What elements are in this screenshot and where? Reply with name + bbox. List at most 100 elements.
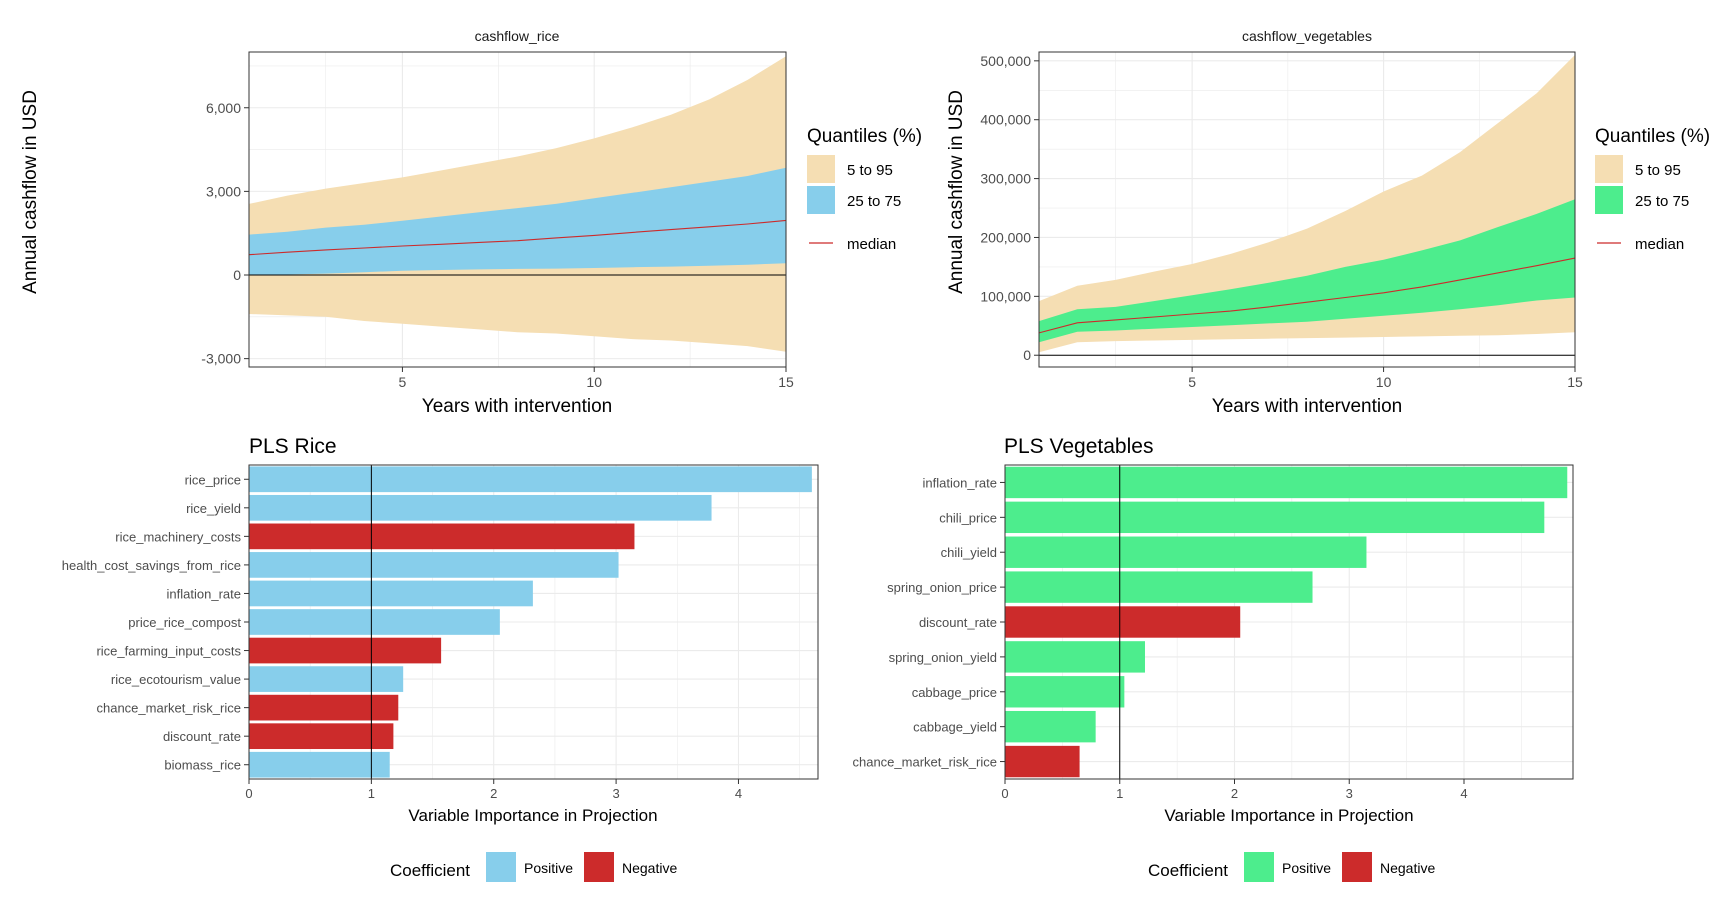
pls-rice-category-label: rice_yield: [186, 501, 241, 516]
pls-rice-bar-rice-price: [249, 466, 812, 493]
pls-veg-x-axis-label: Variable Importance in Projection: [1164, 806, 1413, 825]
pls-rice-bar-inflation-rate: [249, 580, 533, 607]
pls-veg-bar-inflation-rate: [1005, 466, 1568, 499]
pls-veg-bar-spring-onion-yield: [1005, 641, 1145, 673]
pls-rice-bar-discount-rate: [249, 723, 394, 750]
veg-cashflow-y-tick-label: 100,000: [980, 288, 1031, 304]
pls-rice-bar-rice-machinery-costs: [249, 523, 635, 550]
pls-rice-category-label: inflation_rate: [167, 586, 241, 601]
pls-rice-x-tick-label: 2: [490, 786, 497, 801]
pls-veg-category-label: inflation_rate: [923, 475, 997, 490]
pls-rice-x-tick-label: 1: [368, 786, 375, 801]
veg-quantiles-legend: Quantiles (%) 5 to 95 25 to 75 median: [1595, 126, 1710, 253]
rice-x-axis-label: Years with intervention: [422, 396, 612, 417]
pls-rice-category-label: rice_machinery_costs: [115, 529, 241, 544]
pls-veg-category-label: cabbage_price: [912, 685, 997, 700]
pls-rice-bar-rice-ecotourism-value: [249, 666, 404, 692]
rice-cashflow-band-25-75: [249, 167, 786, 275]
pls-rice-x-axis-label: Variable Importance in Projection: [408, 806, 657, 825]
rice-legend-outer-swatch: [807, 155, 835, 183]
rice-cashflow-title: cashflow_rice: [475, 28, 560, 44]
rice-cashflow-x-tick-label: 5: [399, 374, 407, 390]
pls-rice-category-label: price_rice_compost: [128, 615, 241, 630]
pls-veg-bar-chili-price: [1005, 501, 1545, 534]
veg-cashflow-y-tick-label: 300,000: [980, 171, 1031, 187]
rice-coef-legend-title: Coefficient: [390, 861, 470, 880]
veg-cashflow-median-line: [1038, 257, 1576, 334]
veg-legend-median-label: median: [1635, 236, 1684, 253]
pls-veg-panel-border: [1004, 464, 1574, 780]
pls-rice-category-label: rice_ecotourism_value: [111, 672, 241, 687]
pls-rice-panel-border: [248, 464, 819, 780]
pls-rice-category-label: discount_rate: [163, 729, 241, 744]
veg-cashflow-panel-border: [1038, 51, 1576, 368]
veg-legend-outer-label: 5 to 95: [1635, 162, 1681, 179]
veg-cashflow-band-25-75: [1039, 199, 1575, 343]
pls-veg-x-tick-label: 2: [1231, 786, 1238, 801]
veg-x-axis-label: Years with intervention: [1212, 396, 1402, 417]
pls-veg-panel: inflation_rate chili_price chili_yieldspri…: [852, 464, 1574, 801]
pls-veg-bar-chili-yield: [1005, 536, 1367, 568]
pls-rice-x-tick-label: 4: [735, 786, 742, 801]
pls-veg-bar-chance-market-risk-rice: [1005, 745, 1080, 778]
veg-cashflow-x-tick-label: 10: [1376, 374, 1392, 390]
rice-coef-negative-swatch: [584, 852, 614, 882]
rice-cashflow-panel-border: [248, 51, 787, 368]
rice-legend-inner-swatch: [807, 186, 835, 214]
rice-y-axis-label: Annual cashflow in USD: [20, 90, 41, 294]
rice-cashflow-y-tick-label: 6,000: [206, 100, 241, 116]
pls-veg-coefficient-legend: Coefficient Positive Negative: [1148, 852, 1435, 882]
rice-legend-outer-label: 5 to 95: [847, 162, 893, 179]
pls-rice-category-label: rice_price: [185, 472, 241, 487]
rice-coef-negative-label: Negative: [622, 860, 677, 876]
pls-veg-x-tick-label: 4: [1460, 786, 1467, 801]
veg-coef-positive-label: Positive: [1282, 860, 1331, 876]
rice-cashflow-panel: 5 10 15 -3,000 0 3,000 6,000: [201, 51, 794, 390]
veg-cashflow-title: cashflow_vegetables: [1242, 28, 1372, 44]
rice-legend-median-label: median: [847, 236, 896, 253]
pls-rice-bar-price-rice-compost: [249, 609, 500, 635]
veg-cashflow-x-tick-label: 15: [1567, 374, 1583, 390]
pls-veg-category-label: chili_price: [939, 510, 997, 525]
pls-veg-bar-cabbage-price: [1005, 676, 1125, 708]
pls-rice-x-tick-label: 3: [612, 786, 619, 801]
veg-legend-outer-swatch: [1595, 155, 1623, 183]
pls-rice-category-label: rice_farming_input_costs: [96, 644, 241, 659]
pls-veg-category-label: spring_onion_yield: [889, 650, 997, 665]
rice-cashflow-x-tick-label: 15: [778, 374, 794, 390]
veg-legend-inner-swatch: [1595, 186, 1623, 214]
rice-cashflow-median-line: [248, 219, 787, 256]
pls-veg-bar-cabbage-yield: [1005, 710, 1096, 743]
pls-veg-category-label: discount_rate: [919, 615, 997, 630]
rice-legend-title: Quantiles (%): [807, 126, 922, 147]
pls-rice-panel: rice_price rice_yield rice_machinery_costs…: [62, 464, 819, 801]
pls-rice-category-label: chance_market_risk_rice: [96, 701, 241, 716]
veg-coef-negative-swatch: [1342, 852, 1372, 882]
veg-y-axis-label: Annual cashflow in USD: [946, 90, 967, 294]
pls-rice-category-label: health_cost_savings_from_rice: [62, 558, 241, 573]
rice-cashflow-band-5-95: [249, 56, 786, 352]
pls-veg-category-label: chili_yield: [941, 545, 997, 560]
pls-rice-category-label: biomass_rice: [164, 758, 241, 773]
pls-rice-bar-health-cost-savings-from-rice: [249, 552, 619, 578]
veg-coef-negative-label: Negative: [1380, 860, 1435, 876]
rice-quantiles-legend: Quantiles (%) 5 to 95 25 to 75 median: [807, 126, 922, 253]
pls-rice-title: PLS Rice: [249, 435, 337, 458]
pls-veg-x-tick-label: 3: [1346, 786, 1353, 801]
veg-coef-legend-title: Coefficient: [1148, 861, 1228, 880]
rice-legend-inner-label: 25 to 75: [847, 193, 901, 210]
pls-rice-bar-biomass-rice: [249, 751, 390, 778]
veg-cashflow-y-tick-label: 200,000: [980, 229, 1031, 245]
rice-coef-positive-swatch: [486, 852, 516, 882]
veg-cashflow-y-tick-label: 400,000: [980, 112, 1031, 128]
pls-veg-bar-spring-onion-price: [1005, 571, 1313, 603]
pls-veg-category-label: spring_onion_price: [887, 580, 997, 595]
pls-rice-bar-chance-market-risk-rice: [249, 694, 399, 721]
rice-cashflow-y-tick-label: -3,000: [201, 351, 241, 367]
rice-cashflow-x-tick-label: 10: [586, 374, 602, 390]
pls-veg-category-label: chance_market_risk_rice: [852, 755, 997, 770]
veg-cashflow-panel: 5 10 15 0 100,000 200,000 300,000 400,000 500,00…: [980, 51, 1583, 390]
rice-cashflow-y-tick-label: 0: [233, 267, 241, 283]
